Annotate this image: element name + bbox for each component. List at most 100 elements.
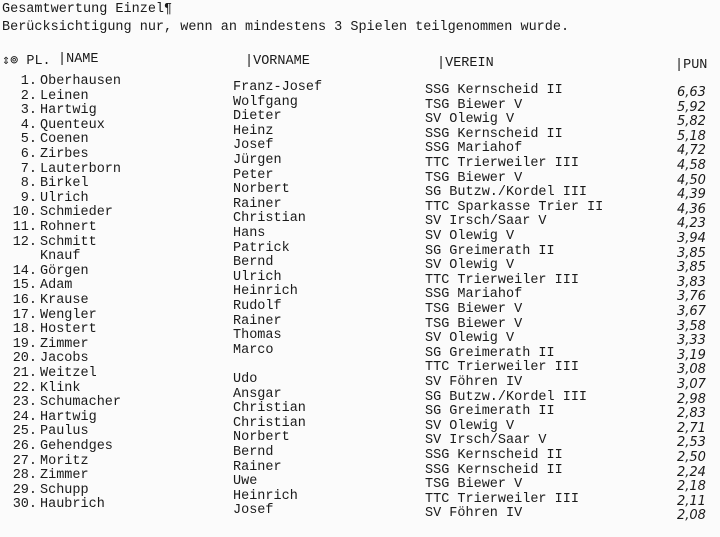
table-row: 18. Hostert Thomas SV Olewig V 3,33 xyxy=(0,322,720,348)
cell-rank: 21. xyxy=(12,366,37,381)
cell-name: Quenteux xyxy=(40,117,105,133)
cell-rank: 23. xyxy=(12,395,37,411)
cell-rank: 19. xyxy=(12,336,37,352)
cell-punkte: 5,18 xyxy=(677,128,706,144)
cell-punkte: 2,18 xyxy=(677,479,706,495)
table-row: 4. Quenteux Heinz SSG Kernscheid II 5,18 xyxy=(0,117,720,144)
table-row: 28. Zimmer Uwe TSG Biewer V 2,18 xyxy=(0,468,720,494)
cell-rank: 7. xyxy=(20,161,37,177)
table-row: 30. Haubrich Josef SV Föhren IV 2,08 xyxy=(0,497,720,523)
cell-rank: 4. xyxy=(20,117,37,133)
cell-vorname: Wolfgang xyxy=(233,94,298,110)
cell-rank: 9. xyxy=(20,190,37,206)
cell-punkte: 3,83 xyxy=(677,274,706,290)
cell-name: Wengler xyxy=(40,307,97,323)
cell-verein: SSG Kernscheid II xyxy=(425,448,563,463)
cell-vorname: Heinrich xyxy=(233,284,298,300)
cell-name: Klink xyxy=(40,380,81,396)
cell-rank: 6. xyxy=(20,147,37,162)
cell-vorname: Franz-Josef xyxy=(233,80,323,95)
cell-name: Zirbes xyxy=(40,147,89,162)
cell-verein: TTC Trierweiler III xyxy=(425,156,579,171)
cell-vorname: Bernd xyxy=(233,445,274,460)
cell-vorname: Dieter xyxy=(233,109,282,125)
cell-verein: SV Föhren IV xyxy=(425,375,523,390)
cell-punkte: 2,08 xyxy=(677,508,706,524)
cell-vorname: Bernd xyxy=(233,255,274,271)
table-row: 6. Zirbes Jürgen TTC Trierweiler III 4,58 xyxy=(0,147,720,173)
cell-verein: SG Greimerath II xyxy=(425,243,555,259)
table-row: 3. Hartwig Dieter SV Olewig V 5,82 xyxy=(0,103,720,129)
cell-verein: SV Olewig V xyxy=(425,229,515,244)
cell-verein: SSG Kernscheid II xyxy=(425,462,563,478)
cell-name: Hostert xyxy=(40,322,97,338)
table-row: 14. Görgen Ulrich TTC Trierweiler III 3,83 xyxy=(0,263,720,290)
cell-vorname: Uwe xyxy=(233,474,258,490)
table-row: 29. Schupp Heinrich TTC Trierweiler III 2,11 xyxy=(0,483,720,509)
cell-punkte: 4,58 xyxy=(677,158,706,173)
cell-vorname: Ulrich xyxy=(233,269,282,285)
table-row: 5. Coenen Josef SSG Mariahof 4,72 xyxy=(0,132,720,158)
cell-punkte: 2,11 xyxy=(677,493,706,509)
cell-rank: 11. xyxy=(12,220,37,235)
cell-verein: TTC Trierweiler III xyxy=(425,272,579,288)
document-subtitle: Berücksichtigung nur, wenn an mindestens… xyxy=(2,20,570,35)
table-row: 21. Weitzel Udo SV Föhren IV 3,07 xyxy=(0,366,720,392)
cell-rank: 27. xyxy=(12,453,37,469)
cell-verein: SSG Kernscheid II xyxy=(425,126,563,142)
table-row: 1. Oberhausen Franz-Josef SSG Kernscheid II… xyxy=(0,74,720,100)
cell-name: Gehendges xyxy=(40,439,113,454)
table-row: 25. Paulus Norbert SV Irsch/Saar V 2,53 xyxy=(0,424,720,450)
table-row: 2. Leinen Wolfgang TSG Biewer V 5,92 xyxy=(0,88,720,115)
cell-verein: SG Greimerath II xyxy=(425,345,555,361)
cell-rank: 26. xyxy=(12,439,37,454)
cell-rank: 25. xyxy=(12,424,37,440)
cell-punkte: 4,72 xyxy=(677,143,706,159)
cell-name: Hartwig xyxy=(40,103,97,119)
cell-verein: TTC Trierweiler III xyxy=(425,491,579,507)
cell-vorname: Christian xyxy=(233,415,306,431)
cell-rank: 2. xyxy=(20,88,37,104)
cell-name: Zimmer xyxy=(40,336,89,352)
cell-punkte: 4,50 xyxy=(677,172,706,188)
cell-vorname: Christian xyxy=(233,211,306,227)
cell-verein: TSG Biewer V xyxy=(425,316,523,332)
cell-name: Lauterborn xyxy=(40,161,122,177)
cell-name: Görgen xyxy=(40,263,89,279)
cell-vorname: Rainer xyxy=(233,196,282,212)
cell-punkte: 3,19 xyxy=(677,347,706,363)
cell-verein: SSG Mariahof xyxy=(425,287,523,303)
cell-vorname: Rainer xyxy=(233,459,282,475)
cell-punkte: 3,85 xyxy=(677,260,706,276)
table-row: 27. Moritz Rainer SSG Kernscheid II 2,24 xyxy=(0,453,720,480)
table-row: 22. Klink Ansgar SG Butzw./Kordel III 2,98 xyxy=(0,380,720,407)
cell-name: Haubrich xyxy=(40,497,105,513)
cell-name: Krause xyxy=(40,293,89,308)
cell-punkte: 2,24 xyxy=(677,464,706,480)
cell-vorname: Josef xyxy=(233,503,274,519)
cell-punkte: 3,33 xyxy=(677,333,706,349)
cell-vorname: Heinrich xyxy=(233,488,298,504)
cell-vorname: Ansgar xyxy=(233,386,282,402)
cell-name: Oberhausen xyxy=(40,74,122,89)
cell-punkte: 3,67 xyxy=(677,304,706,319)
cell-rank: 1. xyxy=(20,74,37,89)
cell-verein: SV Olewig V xyxy=(425,112,515,128)
cell-rank: 24. xyxy=(12,409,37,425)
cell-rank: 20. xyxy=(12,351,37,367)
table-row: 11. Rohnert Hans SV Olewig V 3,94 xyxy=(0,220,720,246)
cell-verein: SSG Kernscheid II xyxy=(425,83,563,98)
cell-punkte: 2,83 xyxy=(677,406,706,422)
cell-rank: 22. xyxy=(12,380,37,396)
cell-verein: SV Irsch/Saar V xyxy=(425,214,547,230)
header-pl: ⇕⊚ PL. xyxy=(2,54,51,69)
cell-vorname: Norbert xyxy=(233,430,290,446)
cell-rank: 12. xyxy=(12,234,37,250)
cell-verein: TSG Biewer V xyxy=(425,170,523,186)
cell-punkte: 3,76 xyxy=(677,289,706,305)
cell-verein: TTC Sparkasse Trier II xyxy=(425,199,604,215)
cell-punkte: 4,39 xyxy=(677,187,706,203)
document-title: Gesamtwertung Einzel¶ xyxy=(2,2,173,17)
cell-punkte: 5,92 xyxy=(677,99,706,115)
cell-name: Knauf xyxy=(40,249,81,265)
